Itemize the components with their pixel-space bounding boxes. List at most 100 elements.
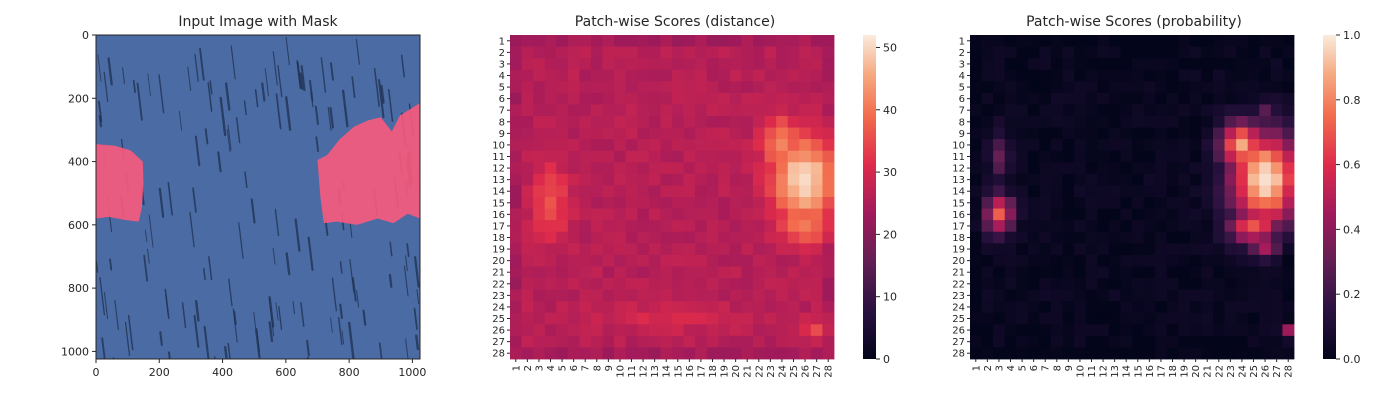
heatmap-cell xyxy=(1097,185,1110,198)
heatmap-cell xyxy=(1189,162,1202,175)
heatmap-cell xyxy=(764,69,777,82)
heatmap-cell xyxy=(970,162,982,175)
heatmap-cell xyxy=(579,254,592,267)
heatmap-cell xyxy=(1108,116,1121,128)
heatmap-cell xyxy=(1085,278,1098,290)
heatmap-cell xyxy=(1155,324,1168,337)
heatmap-cell xyxy=(695,278,708,290)
heatmap-cell xyxy=(753,81,765,94)
grain-streak xyxy=(256,328,260,352)
heatmap-cell xyxy=(510,46,522,59)
heatmap-cell xyxy=(510,185,522,198)
heatmap-cell xyxy=(1270,324,1283,337)
heatmap-cell xyxy=(660,254,673,267)
heatmap-cell xyxy=(787,116,800,128)
heatmap-cell xyxy=(1062,220,1075,233)
heatmap-cell xyxy=(510,92,522,105)
heatmap-cell xyxy=(970,289,982,302)
heatmap-cell xyxy=(1201,208,1214,221)
heatmap-cell xyxy=(776,139,789,152)
heatmap-cell xyxy=(706,150,719,163)
heatmap-cell xyxy=(1039,58,1052,71)
heatmap-cell xyxy=(753,150,765,163)
y-tick-label: 4 xyxy=(959,71,965,82)
heatmap-cell xyxy=(544,139,557,152)
heatmap-cell xyxy=(1074,231,1087,244)
heatmap-cell xyxy=(556,254,569,267)
heatmap-cell xyxy=(729,116,742,128)
heatmap-cell xyxy=(1097,254,1110,267)
heatmap-cell xyxy=(753,266,765,279)
heatmap-cell xyxy=(706,162,719,175)
grain-streak xyxy=(337,317,343,345)
heatmap-cell xyxy=(1270,185,1283,198)
heatmap-cell xyxy=(1270,289,1283,302)
heatmap-cell xyxy=(637,69,650,82)
heatmap-cell xyxy=(981,35,994,47)
grain-streak xyxy=(352,277,357,302)
heatmap-cell xyxy=(776,150,789,163)
heatmap-cell xyxy=(591,254,603,267)
heatmap-cell xyxy=(993,35,1006,47)
heatmap-cell xyxy=(1270,35,1283,47)
heatmap-cell xyxy=(648,254,661,267)
heatmap-cell xyxy=(567,231,580,244)
heatmap-cell xyxy=(533,35,546,47)
heatmap-cell xyxy=(1224,173,1237,186)
heatmap-cell xyxy=(1062,289,1075,302)
heatmap-cell xyxy=(683,254,696,267)
heatmap-cell xyxy=(981,116,994,128)
heatmap-cell xyxy=(718,185,731,198)
heatmap-cell xyxy=(718,104,731,117)
heatmap-cell xyxy=(1247,69,1260,82)
heatmap-cell xyxy=(1189,312,1202,325)
heatmap-cell xyxy=(799,254,812,267)
heatmap-cell xyxy=(1074,69,1087,82)
grain-streak xyxy=(306,356,310,359)
heatmap-cell xyxy=(741,278,754,290)
grain-streak xyxy=(148,214,154,248)
heatmap-cell xyxy=(1085,254,1098,267)
heatmap-cell xyxy=(764,58,777,71)
heatmap-cell xyxy=(729,278,742,290)
heatmap-cell xyxy=(1097,278,1110,290)
heatmap-cell xyxy=(1016,347,1029,360)
heatmap-cell xyxy=(810,173,823,186)
heatmap-cell xyxy=(625,150,638,163)
heatmap-cell xyxy=(1224,312,1237,325)
x-tick-label: 7 xyxy=(581,365,592,371)
heatmap-cell xyxy=(764,127,777,140)
heatmap-cell xyxy=(1189,335,1202,348)
heatmap-cell xyxy=(993,81,1006,94)
heatmap-cell xyxy=(521,254,534,267)
heatmap-cell xyxy=(614,220,627,233)
x-tick-label: 22 xyxy=(754,365,765,378)
heatmap-cell xyxy=(625,278,638,290)
grain-streak xyxy=(403,265,409,297)
heatmap-cell xyxy=(764,335,777,348)
grain-streak xyxy=(164,288,170,320)
heatmap-cell xyxy=(579,312,592,325)
heatmap-cell xyxy=(993,347,1006,360)
heatmap-cell xyxy=(695,81,708,94)
heatmap-cell xyxy=(810,254,823,267)
heatmap-cell xyxy=(970,301,982,314)
heatmap-cell xyxy=(1108,69,1121,82)
heatmap-cell xyxy=(1213,208,1225,221)
heatmap-cell xyxy=(1282,231,1295,244)
heatmap-cell xyxy=(1051,289,1063,302)
heatmap-cell xyxy=(810,220,823,233)
heatmap-cell xyxy=(579,58,592,71)
heatmap-cell xyxy=(729,104,742,117)
heatmap-cell xyxy=(648,104,661,117)
heatmap-cell xyxy=(1062,324,1075,337)
heatmap-cell xyxy=(1166,208,1179,221)
heatmap-cell xyxy=(672,301,684,314)
heatmap-cell xyxy=(970,173,982,186)
heatmap-cell xyxy=(567,324,580,337)
heatmap-cell xyxy=(1016,104,1029,117)
heatmap-cell xyxy=(625,301,638,314)
heatmap-cell xyxy=(544,58,557,71)
heatmap-cell xyxy=(1016,35,1029,47)
heatmap-cell xyxy=(1016,278,1029,290)
